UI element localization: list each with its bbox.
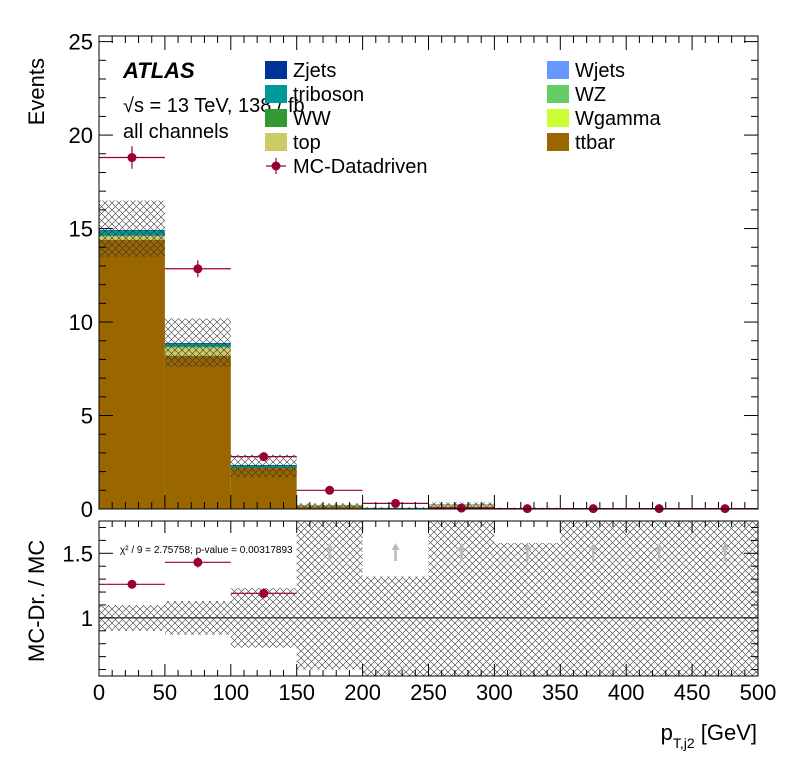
- offscale-arrow-head-bin-6: [523, 543, 532, 550]
- bar-ttbar-bin-0: [99, 239, 165, 510]
- legend-swatch-triboson: [265, 85, 287, 103]
- atlas-label: ATLAS: [122, 58, 195, 83]
- y-tick-label-20: 20: [69, 123, 93, 148]
- ratio-axis-ticks: [98, 521, 759, 676]
- y-tick-label-0: 0: [81, 497, 93, 522]
- ratio-y-tick-label: 1: [81, 606, 93, 631]
- x-tick-label-450: 450: [674, 680, 711, 705]
- legend-swatch-wz: [547, 85, 569, 103]
- x-tick-label-150: 150: [278, 680, 315, 705]
- legend-label-wgamma: Wgamma: [575, 108, 661, 130]
- energy-lumi-label: √s = 13 TeV, 138 / fb: [123, 95, 305, 117]
- ratio-band-bin-6: [494, 542, 561, 676]
- y-tick-label-15: 15: [69, 217, 93, 242]
- x-axis-label: pT,j2 [GeV]: [661, 720, 757, 751]
- legend-label-ttbar: ttbar: [575, 132, 615, 154]
- legend-swatch-wjets: [547, 61, 569, 79]
- x-tick-label-0: 0: [93, 680, 105, 705]
- y-tick-label-10: 10: [69, 310, 93, 335]
- x-tick-label-100: 100: [212, 680, 249, 705]
- bar-ttbar-bin-1: [164, 355, 231, 509]
- ratio-offscale-arrows: [325, 543, 730, 561]
- y-axis-label: Events: [24, 58, 49, 125]
- series-ttbar: [99, 239, 561, 510]
- ratio-point-bin-0: [127, 579, 137, 589]
- legend-data-marker: [271, 161, 281, 171]
- data-point-bin-2: [259, 452, 269, 462]
- data-point-bin-4: [391, 498, 401, 508]
- data-point-bin-3: [325, 485, 335, 495]
- ratio-points: [99, 557, 297, 599]
- y-tick-label-5: 5: [81, 404, 93, 429]
- legend-swatch-zjets: [265, 61, 287, 79]
- legend-label-mc-datadriven: MC-Datadriven: [293, 156, 427, 178]
- y-tick-label-25: 25: [69, 30, 93, 55]
- legend-label-zjets: Zjets: [293, 60, 336, 82]
- x-tick-label-500: 500: [740, 680, 777, 705]
- x-tick-label-300: 300: [476, 680, 513, 705]
- ratio-y-tick-label: 1.5: [62, 541, 93, 566]
- data-point-bin-0: [127, 153, 137, 163]
- offscale-arrow-head-bin-9: [721, 543, 730, 550]
- x-tick-label-350: 350: [542, 680, 579, 705]
- legend-swatch-ww: [265, 109, 287, 127]
- ratio-band-bin-4: [362, 576, 429, 676]
- legend-swatch-wgamma: [547, 109, 569, 127]
- ratio-stat-text: χ² / 9 = 2.75758; p-value = 0.00317893: [120, 545, 293, 556]
- data-point-bin-5: [456, 503, 466, 513]
- main-axis-ticks: [98, 36, 759, 510]
- mc-band-bin-4: [362, 507, 429, 509]
- legend: [265, 61, 569, 174]
- x-tick-label-400: 400: [608, 680, 645, 705]
- legend-swatch-ttbar: [547, 133, 569, 151]
- offscale-arrow-head-bin-8: [655, 543, 664, 550]
- offscale-arrow-head-bin-3: [325, 543, 334, 550]
- ratio-point-bin-2: [259, 588, 269, 598]
- mc-band-bin-2: [230, 454, 297, 478]
- mc-band-bin-3: [296, 503, 363, 509]
- x-axis-label-subscript: T,j2: [673, 735, 695, 751]
- offscale-arrow-head-bin-7: [589, 543, 598, 550]
- legend-label-wjets: Wjets: [575, 60, 625, 82]
- ratio-y-axis-label: MC-Dr. / MC: [24, 540, 49, 662]
- data-point-bin-1: [193, 264, 203, 274]
- channel-label: all channels: [123, 121, 229, 143]
- ratio-point-bin-1: [193, 557, 203, 567]
- legend-label-wz: WZ: [575, 84, 606, 106]
- x-tick-label-200: 200: [344, 680, 381, 705]
- offscale-arrow-head-bin-5: [457, 543, 466, 550]
- x-tick-label-50: 50: [153, 680, 177, 705]
- legend-label-triboson: triboson: [293, 84, 364, 106]
- mc-band-bin-1: [164, 318, 231, 367]
- x-axis-label-main: p: [661, 720, 673, 745]
- x-tick-label-250: 250: [410, 680, 447, 705]
- legend-label-ww: WW: [293, 108, 331, 130]
- legend-swatch-top: [265, 133, 287, 151]
- x-axis-label-unit: [GeV]: [695, 720, 757, 745]
- offscale-arrow-head-bin-4: [391, 543, 400, 550]
- legend-label-top: top: [293, 132, 321, 154]
